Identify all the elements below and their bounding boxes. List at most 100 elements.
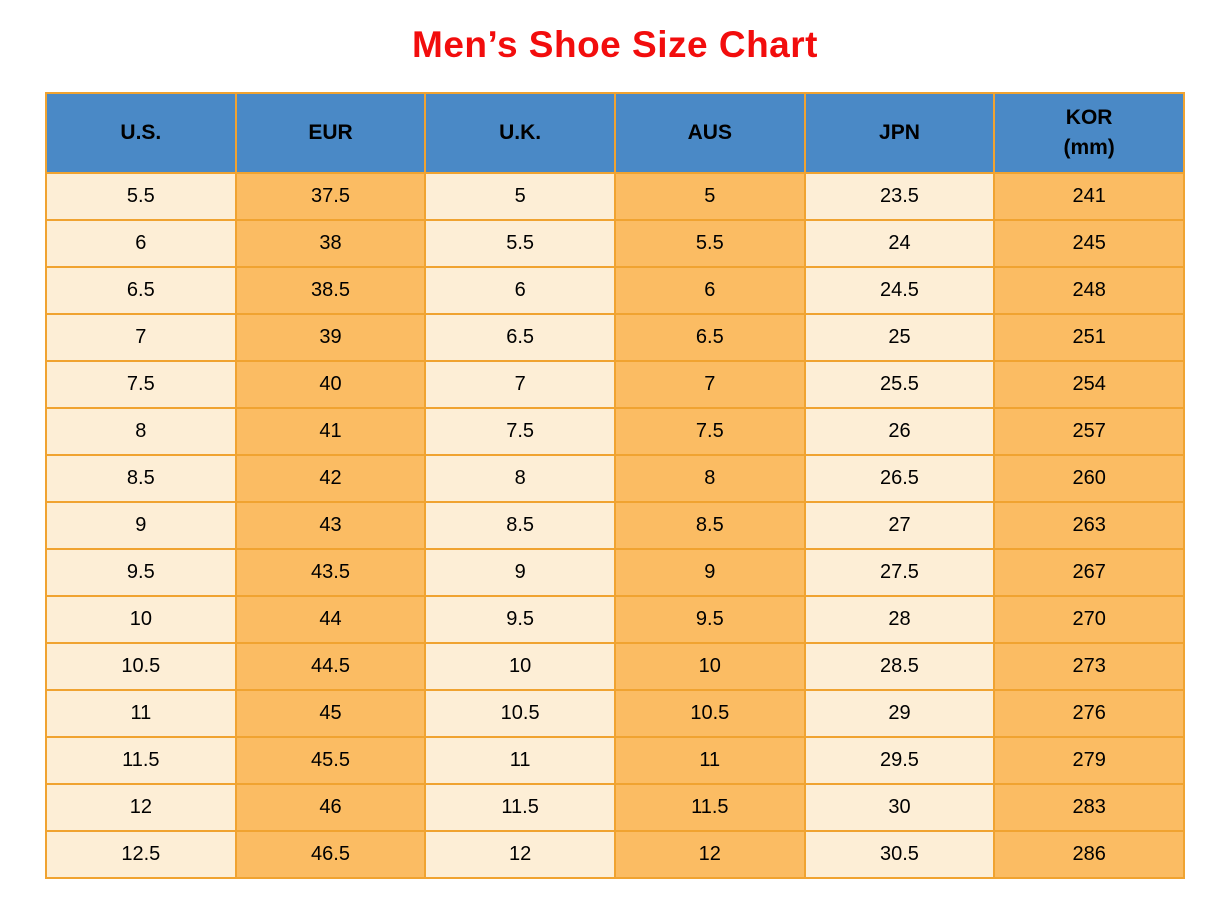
size-cell-kor: 251 <box>993 313 1185 362</box>
size-cell-eur: 39 <box>234 313 427 362</box>
size-cell-uk: 10 <box>424 642 616 691</box>
size-cell-jpn: 25.5 <box>803 360 996 409</box>
size-cell-us: 9 <box>45 501 237 550</box>
column-header-kor-label: KOR <box>1065 105 1113 129</box>
size-cell-kor: 283 <box>993 783 1185 832</box>
size-cell-kor: 263 <box>993 501 1185 550</box>
size-cell-uk: 6.5 <box>424 313 616 362</box>
size-cell-us: 5.5 <box>45 172 237 221</box>
size-cell-aus: 8 <box>613 454 806 503</box>
table-body: 5.5 37.5 5 5 23.5 241 6 38 5.5 5.5 24 245 6.5 38.5 6 6 2… <box>45 172 1185 879</box>
size-cell-us: 10.5 <box>45 642 237 691</box>
size-cell-jpn: 26.5 <box>803 454 996 503</box>
page-title: Men’s Shoe Size Chart <box>412 24 818 65</box>
column-header-kor-unit: (mm) <box>1063 136 1115 159</box>
table-header: U.S. EUR U.K. AUS JPN KOR (mm) <box>45 92 1185 174</box>
size-cell-jpn: 24.5 <box>803 266 996 315</box>
shoe-size-table: U.S. EUR U.K. AUS JPN KOR (mm) <box>45 92 1185 879</box>
size-cell-uk: 10.5 <box>424 689 616 738</box>
column-header-eur-label: EUR <box>308 120 353 144</box>
size-cell-jpn: 30 <box>803 783 996 832</box>
size-cell-kor: 279 <box>993 736 1185 785</box>
table-row: 6.5 38.5 6 6 24.5 248 <box>45 266 1185 315</box>
table-row: 7.5 40 7 7 25.5 254 <box>45 360 1185 409</box>
size-cell-kor: 270 <box>993 595 1185 644</box>
size-cell-uk: 11.5 <box>424 783 616 832</box>
size-cell-uk: 5 <box>424 172 616 221</box>
size-cell-us: 12.5 <box>45 830 237 879</box>
size-cell-aus: 9 <box>613 548 806 597</box>
size-cell-us: 7.5 <box>45 360 237 409</box>
size-cell-aus: 7 <box>613 360 806 409</box>
size-cell-aus: 5.5 <box>613 219 806 268</box>
size-cell-eur: 46 <box>234 783 427 832</box>
size-cell-jpn: 29 <box>803 689 996 738</box>
size-cell-us: 8 <box>45 407 237 456</box>
size-cell-aus: 6 <box>613 266 806 315</box>
size-cell-uk: 7 <box>424 360 616 409</box>
size-cell-eur: 42 <box>234 454 427 503</box>
size-cell-eur: 44 <box>234 595 427 644</box>
table-row: 6 38 5.5 5.5 24 245 <box>45 219 1185 268</box>
table-row: 5.5 37.5 5 5 23.5 241 <box>45 172 1185 221</box>
table-row: 12 46 11.5 11.5 30 283 <box>45 783 1185 832</box>
size-cell-eur: 37.5 <box>234 172 427 221</box>
table-row: 11 45 10.5 10.5 29 276 <box>45 689 1185 738</box>
size-cell-eur: 46.5 <box>234 830 427 879</box>
table-row: 10 44 9.5 9.5 28 270 <box>45 595 1185 644</box>
size-cell-aus: 5 <box>613 172 806 221</box>
size-cell-us: 8.5 <box>45 454 237 503</box>
size-cell-jpn: 27 <box>803 501 996 550</box>
size-cell-us: 10 <box>45 595 237 644</box>
size-cell-uk: 6 <box>424 266 616 315</box>
size-cell-aus: 12 <box>613 830 806 879</box>
size-cell-aus: 11.5 <box>613 783 806 832</box>
size-cell-jpn: 24 <box>803 219 996 268</box>
column-header-eur: EUR <box>234 92 427 174</box>
size-cell-kor: 254 <box>993 360 1185 409</box>
size-cell-us: 12 <box>45 783 237 832</box>
size-cell-eur: 45 <box>234 689 427 738</box>
size-cell-uk: 9 <box>424 548 616 597</box>
size-cell-us: 6 <box>45 219 237 268</box>
size-cell-jpn: 28 <box>803 595 996 644</box>
size-cell-jpn: 30.5 <box>803 830 996 879</box>
size-cell-uk: 5.5 <box>424 219 616 268</box>
column-header-uk: U.K. <box>424 92 616 174</box>
size-cell-aus: 8.5 <box>613 501 806 550</box>
size-cell-eur: 43.5 <box>234 548 427 597</box>
size-cell-us: 11 <box>45 689 237 738</box>
size-cell-kor: 276 <box>993 689 1185 738</box>
size-cell-aus: 10.5 <box>613 689 806 738</box>
size-cell-eur: 43 <box>234 501 427 550</box>
table-row: 9.5 43.5 9 9 27.5 267 <box>45 548 1185 597</box>
column-header-us: U.S. <box>45 92 237 174</box>
size-cell-jpn: 25 <box>803 313 996 362</box>
size-cell-jpn: 27.5 <box>803 548 996 597</box>
table-row: 11.5 45.5 11 11 29.5 279 <box>45 736 1185 785</box>
column-header-aus-label: AUS <box>687 120 732 144</box>
size-cell-kor: 260 <box>993 454 1185 503</box>
column-header-jpn-label: JPN <box>879 120 920 144</box>
size-cell-kor: 245 <box>993 219 1185 268</box>
size-cell-kor: 257 <box>993 407 1185 456</box>
size-cell-kor: 286 <box>993 830 1185 879</box>
size-cell-us: 9.5 <box>45 548 237 597</box>
size-cell-eur: 45.5 <box>234 736 427 785</box>
header-row: U.S. EUR U.K. AUS JPN KOR (mm) <box>45 92 1185 174</box>
size-cell-kor: 248 <box>993 266 1185 315</box>
size-cell-aus: 6.5 <box>613 313 806 362</box>
table-row: 8 41 7.5 7.5 26 257 <box>45 407 1185 456</box>
size-cell-jpn: 29.5 <box>803 736 996 785</box>
size-cell-aus: 9.5 <box>613 595 806 644</box>
size-cell-aus: 7.5 <box>613 407 806 456</box>
column-header-jpn: JPN <box>803 92 996 174</box>
size-cell-aus: 11 <box>613 736 806 785</box>
table-row: 10.5 44.5 10 10 28.5 273 <box>45 642 1185 691</box>
size-cell-jpn: 28.5 <box>803 642 996 691</box>
size-cell-uk: 8 <box>424 454 616 503</box>
size-cell-us: 11.5 <box>45 736 237 785</box>
table-row: 8.5 42 8 8 26.5 260 <box>45 454 1185 503</box>
column-header-aus: AUS <box>613 92 806 174</box>
